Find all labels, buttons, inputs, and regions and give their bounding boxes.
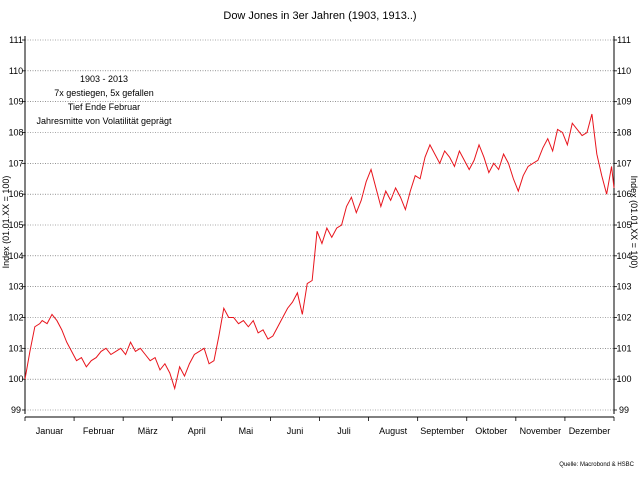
y-tick-label: 110 <box>617 66 631 76</box>
x-tick-label: Februar <box>83 426 115 436</box>
y-tick-label: 109 <box>616 97 631 107</box>
y-tick-label: 102 <box>8 313 23 323</box>
y-tick-label: 104 <box>8 251 23 261</box>
y-tick-label: 110 <box>9 66 23 76</box>
y-axis-right: 99 100 101 102 103 104 105 106 107 108 109 110 111 <box>613 35 632 415</box>
y-tick-label: 99 <box>619 405 629 415</box>
y-tick-label: 108 <box>616 128 631 138</box>
y-tick-label: 109 <box>8 97 23 107</box>
annotation-line-1: 1903 - 2013 <box>80 74 128 84</box>
x-tick-label: September <box>420 426 464 436</box>
y-tick-label: 102 <box>616 313 631 323</box>
y-tick-label: 100 <box>616 374 631 384</box>
y-tick-label: 103 <box>616 282 631 292</box>
y-tick-label: 100 <box>8 374 23 384</box>
x-tick-label: Januar <box>36 426 64 436</box>
x-tick-label: August <box>379 426 408 436</box>
chart-title: Dow Jones in 3er Jahren (1903, 1913..) <box>223 10 416 22</box>
y-tick-label: 99 <box>11 405 21 415</box>
x-tick-label: Mai <box>239 426 254 436</box>
x-tick-label: Juli <box>337 426 351 436</box>
x-tick-label: November <box>520 426 562 436</box>
x-tick-label: März <box>138 426 158 436</box>
annotation-line-3: Tief Ende Februar <box>68 102 140 112</box>
y-axis-left: 99 100 101 102 103 104 105 106 107 108 109 110 111 <box>8 35 26 415</box>
y-tick-label: 105 <box>616 220 631 230</box>
y-tick-label: 111 <box>9 35 23 45</box>
x-tick-label: Oktober <box>475 426 507 436</box>
x-tick-label: April <box>188 426 206 436</box>
y-tick-label: 101 <box>8 343 23 353</box>
y-tick-label: 106 <box>616 189 631 199</box>
y-axis-label-left: Index (01.01.XX = 100) <box>1 176 11 269</box>
annotation-line-4: Jahresmitte von Volatilität geprägt <box>36 116 172 126</box>
y-tick-label: 106 <box>8 189 23 199</box>
gridlines <box>25 39 614 411</box>
x-tick-label: Juni <box>287 426 304 436</box>
series-line <box>24 113 615 391</box>
y-tick-label: 101 <box>616 343 631 353</box>
y-tick-label: 105 <box>8 220 23 230</box>
x-tick-label: Dezember <box>569 426 611 436</box>
annotation-box: 1903 - 2013 7x gestiegen, 5x gefallen Ti… <box>36 74 172 126</box>
y-tick-label: 107 <box>616 158 631 168</box>
source-note: Quelle: Macrobond & HSBC <box>559 462 634 468</box>
y-tick-label: 108 <box>8 128 23 138</box>
y-tick-label: 111 <box>617 35 631 45</box>
x-axis: Januar Februar März April Mai Juni Juli August S… <box>24 416 615 436</box>
y-tick-label: 104 <box>616 251 631 261</box>
y-axis-label-right: Index (01.01.XX = 100) <box>629 176 639 269</box>
y-tick-label: 107 <box>8 158 23 168</box>
y-tick-label: 103 <box>8 282 23 292</box>
annotation-line-2: 7x gestiegen, 5x gefallen <box>54 88 154 98</box>
